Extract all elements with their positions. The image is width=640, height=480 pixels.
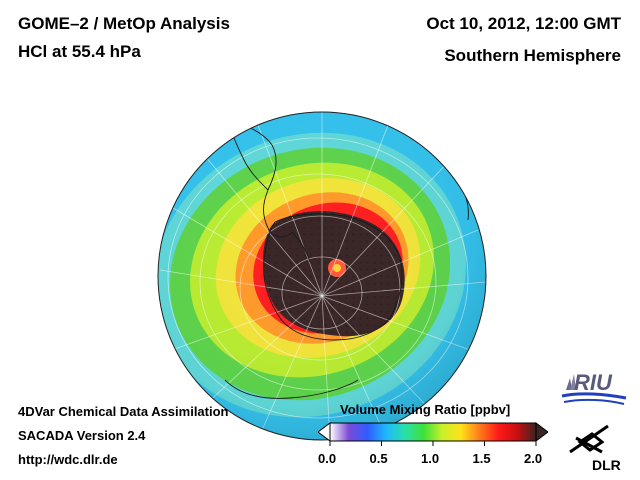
footer-method: 4DVar Chemical Data Assimilation xyxy=(18,404,229,419)
colorbar xyxy=(318,422,548,446)
colorbar-gradient xyxy=(329,422,537,442)
footer-url: http://wdc.dlr.de xyxy=(18,452,118,467)
map-subtitle: HCl at 55.4 hPa xyxy=(18,42,141,61)
colorbar-high-arrow xyxy=(535,422,548,442)
colorbar-tick-label: 2.0 xyxy=(524,451,543,466)
footer-version: SACADA Version 2.4 xyxy=(18,428,146,443)
dlr-logo-text: DLR xyxy=(592,457,621,473)
riu-logo-text: RIU xyxy=(574,370,613,395)
colorbar-tick-label: 1.5 xyxy=(472,451,491,466)
map-region: Southern Hemisphere xyxy=(444,46,621,65)
colorbar-tick-label: 0.5 xyxy=(369,451,388,466)
riu-logo: RIU xyxy=(561,370,627,405)
map-title: GOME–2 / MetOp Analysis xyxy=(18,14,230,33)
map-date: Oct 10, 2012, 12:00 GMT xyxy=(426,14,621,33)
colorbar-title: Volume Mixing Ratio [ppbv] xyxy=(340,402,511,417)
dlr-logo: DLR xyxy=(569,424,621,473)
colorbar-tick-label: 0.0 xyxy=(318,451,337,466)
colorbar-tick-label: 1.0 xyxy=(421,451,440,466)
colorbar-low-arrow xyxy=(318,422,331,442)
